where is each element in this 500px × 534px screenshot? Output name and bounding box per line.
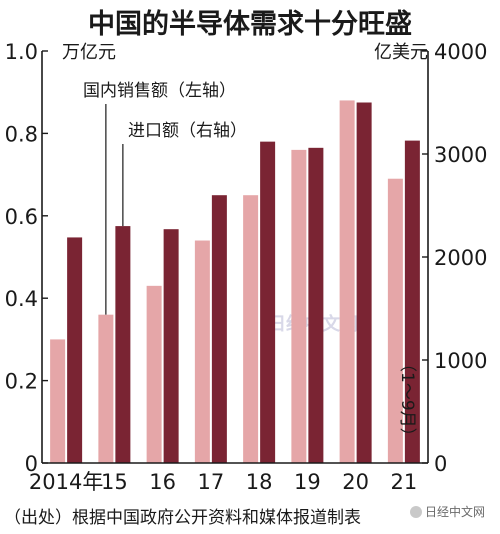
period-annotation: （1～9月） <box>397 355 417 445</box>
bar-import-value <box>308 147 324 463</box>
legend-callouts: 国内销售额（左轴） 进口额（右轴） <box>83 81 247 315</box>
logo-icon <box>410 506 422 518</box>
left-tick-label: 0.4 <box>5 287 38 311</box>
bar-import-value <box>260 141 276 463</box>
bar-domestic-sales <box>243 195 259 463</box>
chart-title: 中国的半导体需求十分旺盛 <box>88 8 412 40</box>
axes-layer <box>41 50 429 464</box>
legend-label-domestic-sales: 国内销售额（左轴） <box>83 81 236 101</box>
x-tick-label: 21 <box>391 470 418 494</box>
bar-domestic-sales <box>50 339 66 463</box>
bar-domestic-sales <box>339 100 355 463</box>
logo-label: 日经中文网 <box>425 504 485 519</box>
bar-import-value <box>115 226 131 463</box>
right-tick-label: 4000 <box>434 40 487 64</box>
left-axis-unit: 万亿元 <box>62 42 116 63</box>
right-axis-unit: 亿美元 <box>374 42 428 63</box>
publisher-logo: 日经中文网 <box>410 504 485 519</box>
right-tick-label: 3000 <box>434 143 487 167</box>
x-tick-label: 18 <box>246 470 273 494</box>
bar-domestic-sales <box>291 149 307 463</box>
bars-layer <box>50 100 420 464</box>
bar-domestic-sales <box>98 314 114 463</box>
right-tick-label: 2000 <box>434 246 487 270</box>
bar-domestic-sales <box>194 240 210 463</box>
left-tick-label: 0.8 <box>5 122 38 146</box>
x-tick-label: 19 <box>294 470 321 494</box>
bar-import-value <box>211 195 227 463</box>
x-tick-label: 20 <box>342 470 369 494</box>
bar-domestic-sales <box>387 178 403 463</box>
right-tick-label: 0 <box>434 452 447 476</box>
left-tick-label: 0 <box>25 452 38 476</box>
right-tick-label: 1000 <box>434 349 487 373</box>
x-tick-label: 17 <box>198 470 225 494</box>
bar-import-value <box>404 140 420 464</box>
source-note: （出处）根据中国政府公开资料和媒体报道制表 <box>4 508 361 528</box>
bar-import-value <box>163 229 179 463</box>
x-tick-label: 15 <box>101 470 128 494</box>
left-tick-label: 0.2 <box>5 370 38 394</box>
bar-domestic-sales <box>146 285 162 463</box>
left-tick-label: 1.0 <box>5 40 38 64</box>
left-tick-label: 0.6 <box>5 205 38 229</box>
bar-import-value <box>356 102 372 463</box>
bar-import-value <box>67 237 83 463</box>
x-tick-label: 16 <box>149 470 176 494</box>
legend-label-import-value: 进口额（右轴） <box>128 121 247 141</box>
x-tick-label: 2014年 <box>29 470 103 494</box>
